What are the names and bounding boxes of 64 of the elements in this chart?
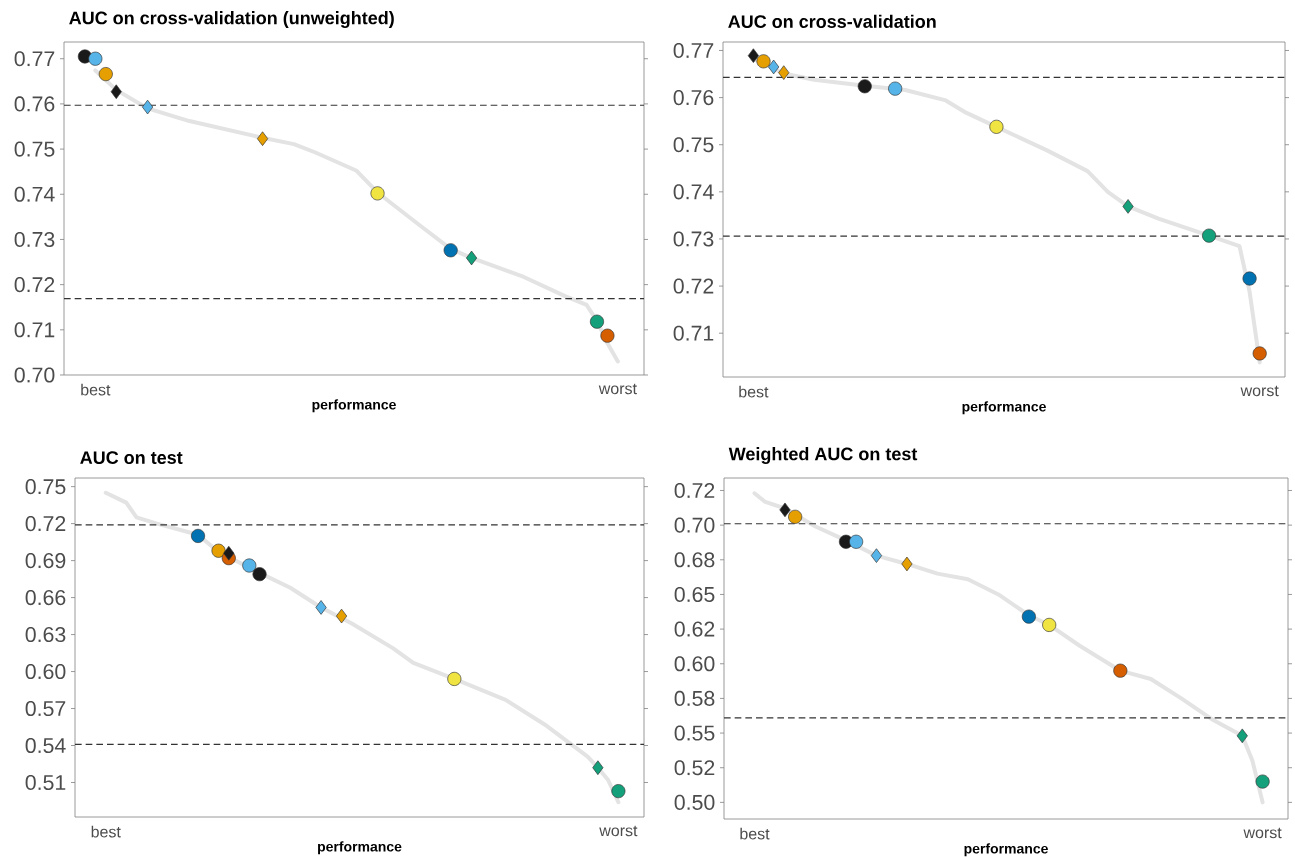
y-tick-label: 0.77 <box>14 51 55 67</box>
point <box>1252 346 1267 361</box>
y-tick-label: 0.77 <box>673 42 714 59</box>
y-tick-label: 0.71 <box>14 322 55 338</box>
y-tick-label: 0.75 <box>673 137 714 153</box>
y-tick-label: 0.72 <box>674 482 715 499</box>
y-tick-label: 0.76 <box>673 90 714 106</box>
y-tick-label: 0.70 <box>674 517 715 533</box>
x-tick-label: best <box>740 827 770 840</box>
chart-title: AUC on cross-validation <box>728 14 936 28</box>
y-tick-label: 0.52 <box>674 760 715 776</box>
y-tick-label: 0.50 <box>674 794 715 810</box>
x-axis-title: performance <box>318 841 402 855</box>
y-tick-label: 0.58 <box>674 690 715 706</box>
y-tick-label: 0.73 <box>14 231 55 247</box>
x-axis-title: performance <box>312 399 396 413</box>
y-tick-label: 0.74 <box>673 184 714 200</box>
y-tick-label: 0.63 <box>25 627 66 643</box>
y-tick-label: 0.76 <box>14 96 55 112</box>
y-tick-label: 0.72 <box>673 278 714 294</box>
chart-title: Weighted AUC on test <box>728 447 918 464</box>
chart-title: AUC on test <box>80 451 183 464</box>
y-tick-label: 0.60 <box>25 664 66 680</box>
y-tick-label: 0.54 <box>25 737 66 754</box>
x-tick-label: best <box>81 383 111 396</box>
point <box>443 243 458 258</box>
point <box>447 671 462 686</box>
point <box>989 119 1004 134</box>
y-tick-label: 0.72 <box>14 277 55 293</box>
y-tick-label: 0.70 <box>14 367 55 383</box>
point <box>1113 663 1128 678</box>
x-tick-label: worst <box>1240 385 1279 397</box>
x-axis-title: performance <box>964 843 1048 857</box>
x-tick-label: best <box>91 825 121 838</box>
y-tick-label: 0.72 <box>25 516 66 532</box>
x-tick-label: worst <box>599 825 638 837</box>
point <box>1021 609 1036 624</box>
point <box>191 528 206 543</box>
y-tick-label: 0.68 <box>674 552 715 568</box>
x-tick-label: worst <box>598 383 637 395</box>
point <box>1242 271 1257 286</box>
x-axis-title: performance <box>962 401 1046 415</box>
y-tick-label: 0.60 <box>674 656 715 672</box>
y-tick-label: 0.74 <box>14 186 55 202</box>
x-tick-label: best <box>739 385 769 398</box>
y-tick-label: 0.71 <box>673 325 714 341</box>
x-tick-label: worst <box>1243 827 1282 839</box>
y-tick-label: 0.69 <box>25 553 66 569</box>
point <box>600 328 615 343</box>
point <box>370 186 385 201</box>
chart-title: AUC on cross-validation (unweighted) <box>69 11 394 28</box>
y-tick-label: 0.57 <box>25 700 66 717</box>
y-tick-label: 0.65 <box>674 586 715 602</box>
y-tick-label: 0.66 <box>25 590 66 606</box>
y-tick-label: 0.62 <box>674 621 715 637</box>
line-series <box>752 491 1265 805</box>
y-tick-label: 0.75 <box>14 141 55 157</box>
y-tick-label: 0.55 <box>674 725 715 741</box>
y-tick-label: 0.51 <box>25 774 66 791</box>
y-tick-label: 0.75 <box>25 479 66 495</box>
line-series <box>93 68 620 364</box>
point <box>1042 617 1057 632</box>
y-tick-label: 0.73 <box>673 231 714 247</box>
line-series <box>103 490 621 805</box>
